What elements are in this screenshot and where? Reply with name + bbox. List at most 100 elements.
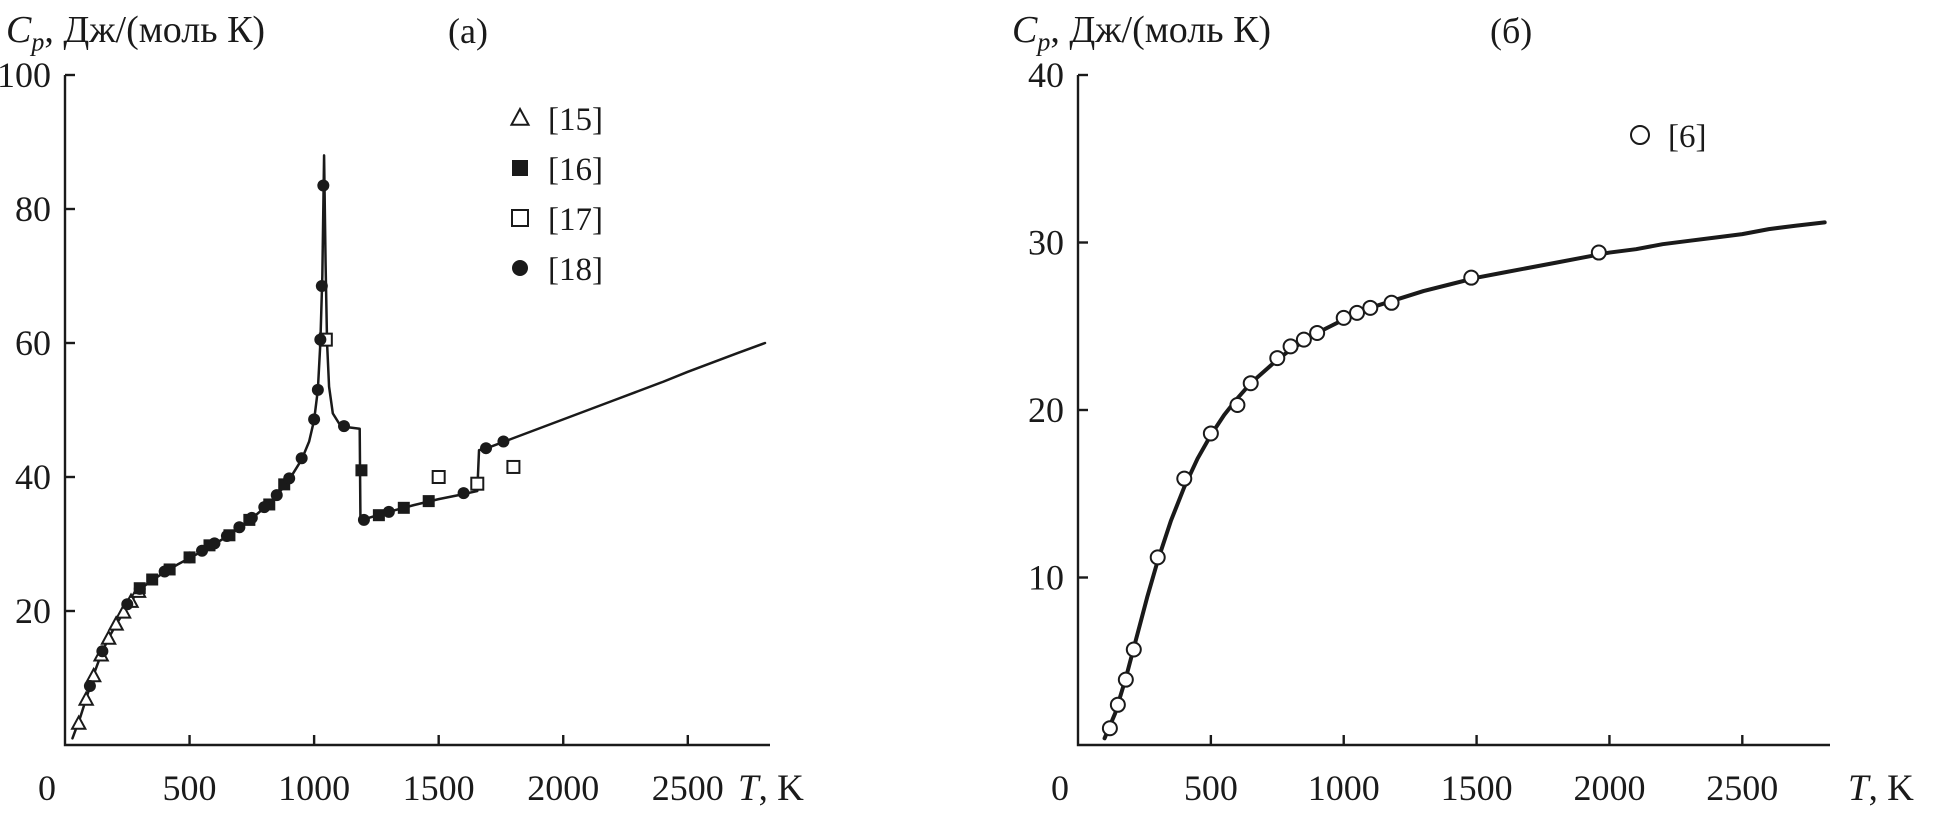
- y-tick-label: 30: [1028, 223, 1064, 263]
- x-tick-label: 2000: [527, 768, 599, 808]
- marker-circle-filled: [283, 472, 296, 485]
- marker-square-open: [506, 459, 521, 474]
- x-axis-title: T, K: [738, 768, 804, 809]
- marker-circle-open: [1383, 294, 1400, 311]
- marker-triangle-open: [70, 714, 88, 730]
- marker-circle-open: [1242, 375, 1259, 392]
- marker-circle-open: [1282, 338, 1299, 355]
- x-tick-label: 500: [1184, 768, 1238, 808]
- marker-circle-filled: [308, 413, 321, 426]
- marker-circle-filled: [133, 582, 146, 595]
- marker-circle-open: [1630, 125, 1650, 145]
- marker-circle-filled: [83, 680, 96, 693]
- marker-circle-filled: [208, 537, 221, 550]
- x-tick-label: 0: [1051, 768, 1069, 808]
- legend-label: [18]: [548, 252, 603, 288]
- marker-circle-filled: [382, 505, 395, 518]
- y-tick-label: 20: [1028, 390, 1064, 430]
- marker-circle-filled: [233, 521, 246, 534]
- marker-square-filled: [372, 509, 385, 522]
- marker-circle-filled: [317, 179, 330, 192]
- marker-circle-filled: [183, 551, 196, 564]
- marker-circle-open: [1101, 720, 1118, 737]
- marker-triangle-open: [115, 603, 132, 619]
- marker-circle-open: [1463, 269, 1480, 286]
- fitted-curve: [1102, 220, 1827, 741]
- marker-circle-open: [1269, 350, 1286, 367]
- chart-panel-b: 0 500 1000 1500 2000 2500 10 20 30 40 T, K [6]: [1028, 55, 1914, 809]
- legend-label: [15]: [548, 102, 603, 138]
- marker-circle-filled: [158, 565, 171, 578]
- marker-circle-open: [1149, 549, 1166, 566]
- cp-symbol: C: [1012, 9, 1038, 51]
- x-tick-label: 2500: [1706, 768, 1778, 808]
- marker-circle-open: [1117, 671, 1134, 688]
- marker-circle-filled: [121, 598, 134, 611]
- marker-circle-filled: [270, 489, 283, 502]
- marker-circle-open: [1335, 309, 1352, 326]
- x-tick-label: 2000: [1573, 768, 1645, 808]
- marker-circle-open: [1590, 244, 1607, 261]
- marker-circle-filled: [357, 513, 370, 526]
- y-tick-label: 100: [0, 55, 51, 95]
- cp-subscript: p: [31, 27, 45, 57]
- cp-symbol: C: [6, 9, 32, 51]
- marker-circle-filled: [497, 435, 510, 448]
- marker-square-filled: [355, 464, 368, 477]
- fitted-curve: [71, 154, 767, 740]
- y-tick-label: 60: [15, 323, 51, 363]
- legend-label: [16]: [548, 152, 603, 188]
- marker-triangle-open: [85, 666, 102, 683]
- marker-circle-open: [1295, 331, 1312, 348]
- marker-circle-filled: [295, 452, 308, 465]
- marker-circle-open: [1362, 299, 1379, 316]
- y-units-label: , Дж/(моль К): [1050, 9, 1272, 51]
- marker-circle-open: [1229, 396, 1246, 413]
- y-tick-label: 40: [15, 457, 51, 497]
- marker-triangle-open: [107, 615, 125, 631]
- marker-circle-filled: [315, 280, 328, 293]
- cp-subscript: p: [1037, 27, 1051, 57]
- marker-square-filled: [512, 160, 528, 176]
- y-tick-label: 40: [1028, 55, 1064, 95]
- marker-circle-filled: [258, 501, 271, 514]
- marker-circle-filled: [457, 487, 470, 500]
- marker-circle-filled: [338, 420, 351, 433]
- marker-circle-filled: [245, 511, 258, 524]
- marker-circle-filled: [196, 544, 209, 557]
- y-tick-label: 20: [15, 591, 51, 631]
- x-tick-label: 1500: [1441, 768, 1513, 808]
- marker-circle-open: [1202, 425, 1219, 442]
- marker-circle-filled: [311, 383, 324, 396]
- marker-circle-filled: [314, 333, 327, 346]
- legend-label: [17]: [548, 202, 603, 238]
- marker-square-open: [470, 476, 485, 491]
- marker-square-filled: [422, 495, 435, 508]
- panel-label-a: (а): [448, 11, 488, 51]
- marker-circle-filled: [96, 645, 109, 658]
- y-tick-label: 10: [1028, 558, 1064, 598]
- marker-circle-open: [1109, 696, 1126, 713]
- x-axis-title: T, K: [1848, 768, 1914, 809]
- x-tick-label: 1000: [278, 768, 350, 808]
- x-tick-label: 1500: [403, 768, 475, 808]
- panel-label-b: (б): [1490, 11, 1533, 51]
- marker-triangle-open: [509, 106, 531, 126]
- axes: [63, 75, 770, 747]
- x-tick-label: 0: [38, 768, 56, 808]
- marker-square-open: [511, 209, 529, 227]
- marker-circle-filled: [480, 442, 493, 455]
- marker-circle-filled: [220, 529, 233, 542]
- marker-square-open: [431, 470, 446, 484]
- marker-square-filled: [146, 573, 159, 586]
- x-tick-label: 2500: [652, 768, 724, 808]
- marker-circle-open: [1349, 304, 1366, 321]
- marker-triangle-open: [77, 690, 95, 706]
- y-tick-label: 80: [15, 189, 51, 229]
- marker-square-filled: [397, 501, 410, 514]
- chart-panel-a: 0 500 1000 1500 2000 2500 20 40 60 80 100 T, K [15] […: [0, 55, 804, 809]
- x-tick-label: 1000: [1308, 768, 1380, 808]
- marker-circle-open: [1176, 470, 1193, 487]
